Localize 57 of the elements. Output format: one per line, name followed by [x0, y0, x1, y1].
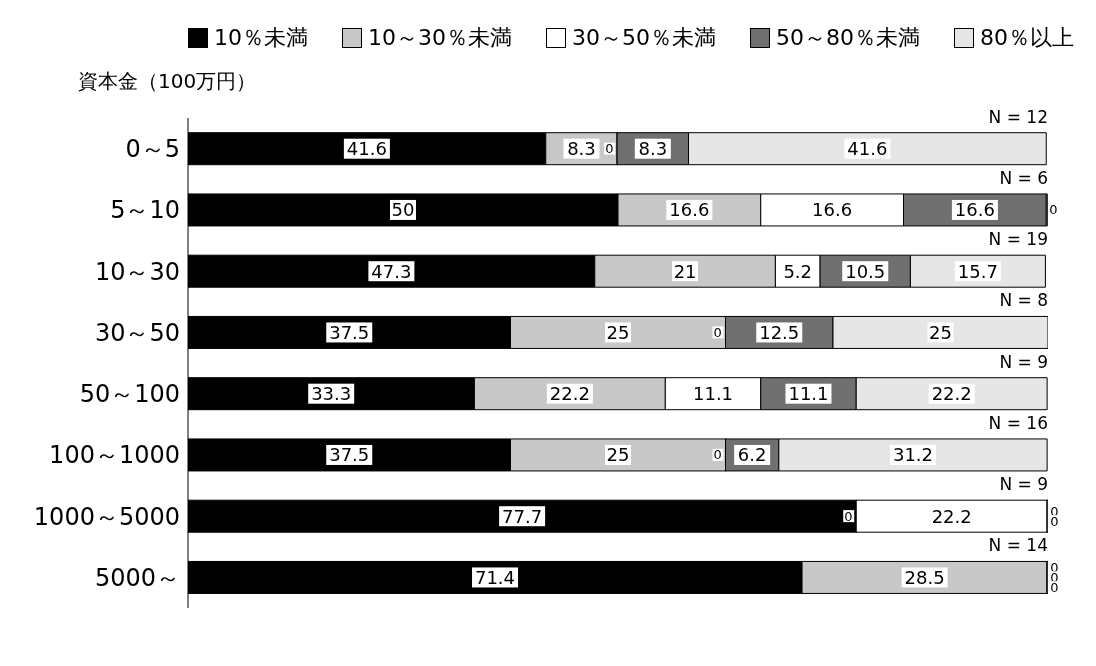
data-label: 22.2: [931, 505, 972, 527]
y-tick-label: 5～10: [110, 196, 180, 225]
data-label: 28.5: [904, 566, 945, 588]
y-tick-label: 30～50: [94, 318, 180, 347]
data-label: 25: [929, 321, 952, 343]
legend-label: 30～50％未満: [572, 24, 716, 52]
data-label: 37.5: [329, 321, 370, 343]
data-label: 33.3: [311, 383, 352, 405]
y-axis-title: 資本金（100万円）: [77, 68, 258, 95]
data-label: 22.2: [549, 383, 590, 405]
data-label: 16.6: [669, 199, 710, 221]
data-label: 0: [1049, 202, 1058, 218]
data-label: 31.2: [892, 444, 934, 466]
y-tick-label: 10～30: [94, 257, 180, 286]
data-label: 77.7: [502, 505, 543, 527]
data-label: 11.1: [788, 383, 829, 405]
annotation: N = 9: [999, 474, 1048, 495]
data-label: 71.4: [474, 566, 516, 588]
legend-label: 50～80％未満: [776, 24, 920, 52]
y-tick-label: 50～100: [79, 380, 180, 409]
annotation: N = 16: [988, 412, 1048, 433]
y-tick-label: 1000～5000: [33, 502, 180, 531]
annotation: N = 19: [988, 229, 1048, 250]
data-label: 41.6: [847, 138, 888, 160]
data-label: 8.3: [567, 138, 596, 160]
annotation: N = 14: [988, 535, 1048, 556]
annotation: N = 9: [999, 351, 1048, 372]
data-label: 47.3: [371, 260, 412, 282]
data-label: 12.5: [759, 321, 800, 343]
data-label: 21: [673, 260, 697, 282]
data-label: 50: [391, 199, 415, 221]
data-label: 16.6: [954, 199, 995, 221]
data-label: 16.6: [812, 199, 853, 221]
data-label: 10.5: [845, 260, 886, 282]
legend-label: 10％未満: [214, 24, 308, 52]
y-tick-label: 0～5: [125, 135, 180, 164]
data-label: 41.6: [346, 138, 387, 160]
data-label: 11.1: [692, 383, 734, 405]
data-label: 5.2: [783, 260, 813, 282]
data-label: 6.2: [737, 444, 767, 466]
data-label: 8.3: [638, 138, 668, 160]
data-label: 25: [606, 444, 630, 466]
data-label: 25: [606, 321, 630, 343]
annotation: N = 8: [999, 290, 1048, 311]
data-label: 22.2: [931, 383, 972, 405]
data-label: 0: [605, 141, 614, 157]
legend-label: 10～30％未満: [368, 24, 512, 52]
y-tick-label: 100～1000: [49, 441, 180, 470]
data-label: 15.7: [957, 260, 998, 282]
data-label: 0: [713, 447, 722, 463]
data-label: 0: [844, 508, 853, 524]
legend-label: 80％以上: [980, 24, 1074, 52]
annotation: N = 6: [999, 167, 1048, 188]
y-tick-label: 5000～: [94, 563, 180, 592]
data-label: 0: [713, 324, 722, 340]
annotation: N = 12: [988, 106, 1048, 127]
data-label: 37.5: [329, 444, 370, 466]
